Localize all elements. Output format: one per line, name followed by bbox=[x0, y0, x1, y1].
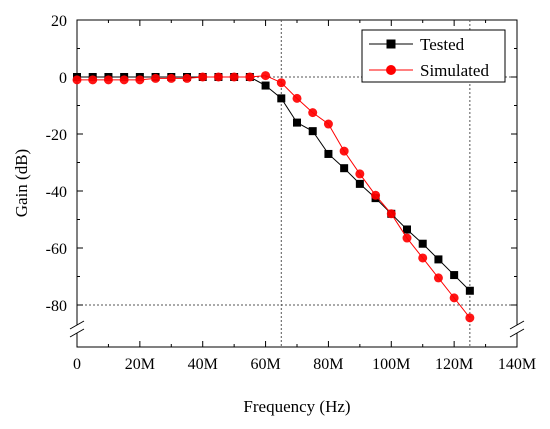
data-point-simulated bbox=[103, 75, 113, 85]
data-point-tested bbox=[261, 81, 270, 90]
legend-simulated-marker bbox=[386, 65, 396, 75]
data-point-simulated bbox=[402, 233, 412, 243]
x-tick-label: 100M bbox=[372, 356, 410, 373]
x-tick-label: 80M bbox=[313, 356, 343, 373]
y-tick-label: 20 bbox=[51, 13, 67, 30]
data-point-tested bbox=[434, 255, 443, 264]
axis-break-slash-right bbox=[509, 320, 525, 330]
legend-tested-label: Tested bbox=[420, 35, 465, 54]
axis-break-slash-right bbox=[509, 328, 525, 338]
data-point-tested bbox=[355, 179, 364, 188]
data-point-simulated bbox=[292, 93, 302, 103]
data-point-simulated bbox=[276, 78, 286, 88]
y-tick-label: -80 bbox=[46, 298, 67, 315]
x-tick-label: 0 bbox=[73, 356, 81, 373]
data-point-simulated bbox=[449, 293, 459, 303]
data-point-tested bbox=[403, 225, 411, 234]
data-point-simulated bbox=[135, 75, 145, 85]
data-point-simulated bbox=[72, 75, 82, 85]
data-point-simulated bbox=[418, 253, 428, 263]
axis-break-gap-left bbox=[70, 325, 84, 333]
data-point-simulated bbox=[355, 169, 365, 179]
x-tick-label: 140M bbox=[498, 356, 536, 373]
data-point-simulated bbox=[151, 73, 161, 83]
data-point-simulated bbox=[371, 190, 381, 200]
data-point-simulated bbox=[245, 72, 255, 82]
x-tick-label: 20M bbox=[125, 356, 155, 373]
axis-ticks: 0 20M 40M 60M 80M 100M 120M 140M 20 0 -20 -40 -60 -80 bbox=[46, 13, 536, 373]
legend-box bbox=[361, 29, 506, 83]
x-tick-label: 60M bbox=[250, 356, 280, 373]
data-point-simulated bbox=[323, 119, 333, 129]
data-point-simulated bbox=[166, 73, 176, 83]
x-tick-label: 40M bbox=[188, 356, 218, 373]
y-tick-label: -40 bbox=[46, 184, 67, 201]
data-point-tested bbox=[340, 164, 349, 173]
y-tick-label: -20 bbox=[46, 127, 67, 144]
axis-break-marks bbox=[69, 320, 525, 338]
data-point-simulated bbox=[198, 72, 208, 82]
data-point-tested bbox=[277, 94, 286, 103]
data-point-tested bbox=[324, 149, 333, 158]
legend-tested-marker bbox=[386, 39, 396, 49]
x-tick-label: 120M bbox=[435, 356, 473, 373]
data-point-simulated bbox=[88, 75, 98, 85]
axis-break-gap-right bbox=[510, 325, 524, 333]
legend-simulated-label: Simulated bbox=[420, 61, 489, 80]
y-tick-label: 0 bbox=[59, 70, 67, 87]
data-point-simulated bbox=[339, 146, 349, 156]
axis-break-slash-left bbox=[69, 328, 85, 338]
data-point-tested bbox=[308, 127, 317, 136]
x-axis-title: Frequency (Hz) bbox=[243, 397, 350, 416]
data-point-simulated bbox=[465, 313, 475, 323]
series-line-simulated bbox=[77, 75, 471, 319]
data-point-simulated bbox=[119, 75, 129, 85]
legend: Tested Simulated bbox=[361, 29, 506, 83]
data-point-simulated bbox=[182, 73, 192, 83]
data-point-tested bbox=[293, 118, 301, 127]
data-point-simulated bbox=[261, 71, 271, 81]
axis-break-slash-left bbox=[69, 320, 85, 330]
data-point-simulated bbox=[213, 72, 223, 82]
data-point-simulated bbox=[229, 72, 239, 82]
series-line-tested bbox=[77, 76, 471, 292]
y-tick-label: -60 bbox=[46, 241, 67, 258]
data-point-simulated bbox=[308, 108, 318, 118]
data-series bbox=[72, 71, 475, 323]
data-point-tested bbox=[418, 239, 427, 248]
y-axis-title: Gain (dB) bbox=[12, 149, 31, 217]
data-point-tested bbox=[465, 286, 474, 295]
data-point-simulated bbox=[433, 273, 443, 283]
data-point-tested bbox=[450, 271, 459, 280]
data-point-simulated bbox=[386, 209, 396, 219]
